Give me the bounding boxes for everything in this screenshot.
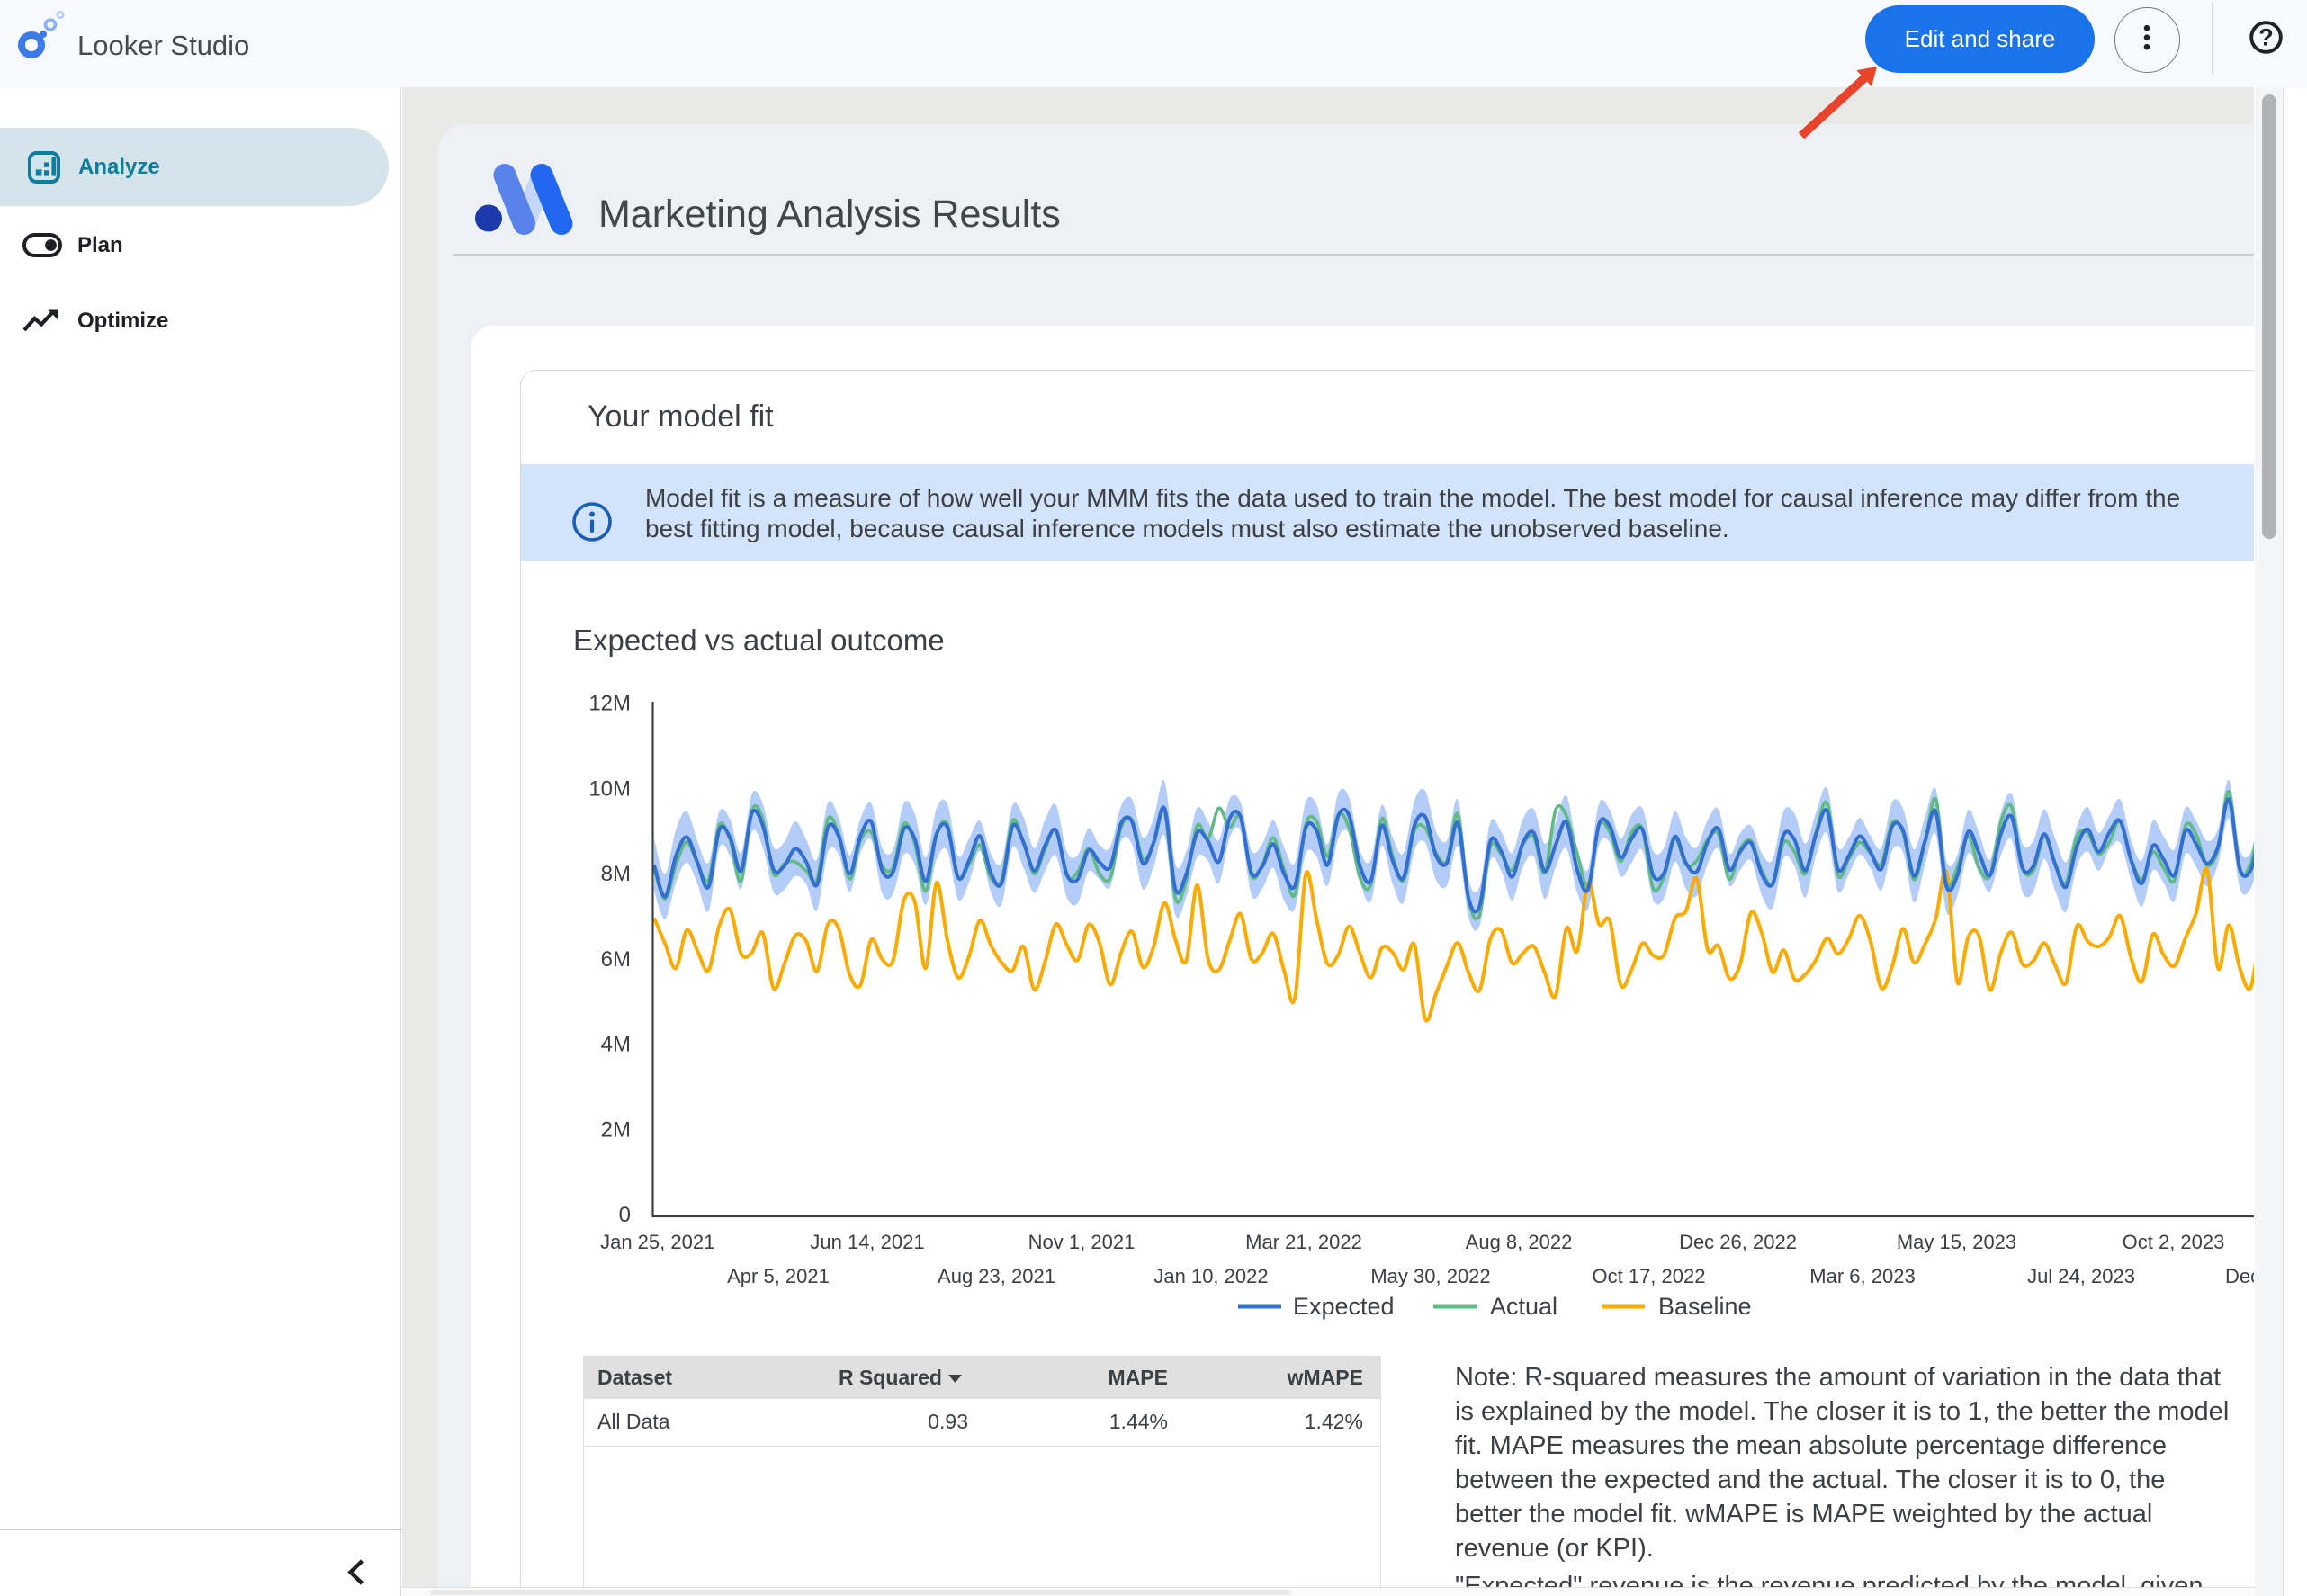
- svg-text:Dec 26, 2022: Dec 26, 2022: [1679, 1231, 1797, 1253]
- svg-text:4M: 4M: [601, 1033, 631, 1057]
- svg-text:Jun 14, 2021: Jun 14, 2021: [810, 1231, 924, 1253]
- svg-text:Mar 21, 2022: Mar 21, 2022: [1245, 1231, 1362, 1253]
- svg-text:10M: 10M: [588, 776, 631, 801]
- svg-text:Baseline: Baseline: [1658, 1293, 1752, 1320]
- svg-text:Apr 5, 2021: Apr 5, 2021: [727, 1265, 830, 1287]
- svg-text:0: 0: [619, 1203, 631, 1227]
- svg-text:Jan 25, 2021: Jan 25, 2021: [600, 1231, 714, 1253]
- svg-text:8M: 8M: [601, 862, 631, 886]
- svg-text:Jan 10, 2022: Jan 10, 2022: [1154, 1265, 1268, 1287]
- svg-text:May 30, 2022: May 30, 2022: [1370, 1265, 1490, 1287]
- svg-text:Oct 17, 2022: Oct 17, 2022: [1592, 1265, 1705, 1287]
- svg-text:Expected: Expected: [1293, 1293, 1395, 1320]
- svg-text:?: ?: [2258, 24, 2274, 51]
- svg-text:Jul 24, 2023: Jul 24, 2023: [2027, 1265, 2135, 1287]
- svg-text:Oct 2, 2023: Oct 2, 2023: [2123, 1231, 2225, 1253]
- svg-text:Dec 11, 2023: Dec 11, 2023: [2225, 1265, 2255, 1287]
- svg-text:2M: 2M: [601, 1117, 631, 1142]
- svg-text:12M: 12M: [588, 692, 631, 716]
- svg-text:Aug 8, 2022: Aug 8, 2022: [1466, 1231, 1573, 1253]
- svg-text:Actual: Actual: [1490, 1293, 1557, 1320]
- svg-text:Nov 1, 2021: Nov 1, 2021: [1028, 1231, 1136, 1253]
- svg-text:6M: 6M: [601, 947, 631, 972]
- svg-text:Aug 23, 2021: Aug 23, 2021: [938, 1265, 1055, 1287]
- svg-text:May 15, 2023: May 15, 2023: [1897, 1231, 2016, 1253]
- svg-text:Mar 6, 2023: Mar 6, 2023: [1809, 1265, 1915, 1287]
